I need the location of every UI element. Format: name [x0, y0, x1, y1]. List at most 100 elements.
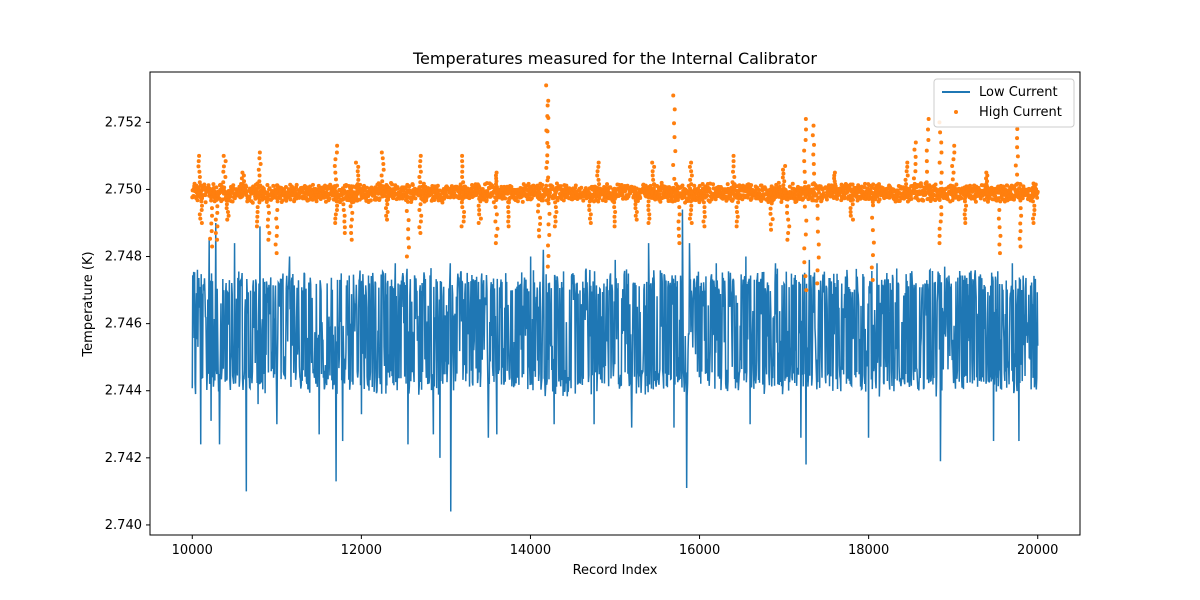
- high-current-point: [689, 173, 694, 178]
- high-current-point: [495, 226, 500, 231]
- high-current-point: [651, 177, 656, 182]
- high-current-point: [477, 212, 482, 217]
- high-current-point: [802, 246, 807, 251]
- high-current-point: [494, 212, 499, 217]
- high-current-point: [537, 190, 542, 195]
- high-current-point: [676, 233, 681, 238]
- high-current-point: [561, 198, 566, 203]
- high-current-point: [419, 213, 424, 218]
- high-current-point: [649, 190, 654, 195]
- high-current-point: [913, 169, 918, 174]
- high-current-point: [816, 255, 821, 260]
- high-current-point: [356, 164, 361, 169]
- high-current-point: [950, 184, 955, 189]
- high-current-point: [266, 210, 271, 215]
- high-current-point: [546, 243, 551, 248]
- high-current-point: [199, 199, 204, 204]
- high-current-point: [208, 236, 213, 241]
- series-high-current: [190, 83, 1040, 293]
- high-current-point: [413, 196, 418, 201]
- high-current-point: [332, 184, 337, 189]
- high-current-point: [385, 217, 390, 222]
- high-current-point: [545, 160, 550, 165]
- high-current-point: [811, 152, 816, 157]
- high-current-point: [588, 216, 592, 221]
- high-current-point: [514, 195, 519, 200]
- high-current-point: [384, 198, 389, 203]
- high-current-point: [254, 224, 259, 229]
- high-current-point: [1035, 195, 1040, 200]
- high-current-point: [274, 216, 279, 221]
- high-current-point: [677, 241, 682, 246]
- x-tick-label: 14000: [510, 543, 551, 558]
- high-current-point: [380, 179, 385, 184]
- y-axis-label: Temperature (K): [81, 251, 96, 357]
- high-current-point: [620, 193, 625, 198]
- high-current-point: [671, 162, 676, 167]
- high-current-point: [815, 216, 820, 221]
- high-current-point: [736, 190, 741, 195]
- high-current-point: [323, 183, 327, 188]
- high-current-point: [283, 184, 288, 189]
- high-current-point: [462, 195, 467, 200]
- high-current-point: [951, 170, 956, 175]
- high-current-point: [381, 190, 386, 195]
- high-current-point: [786, 217, 791, 222]
- high-current-point: [460, 185, 465, 190]
- high-current-point: [508, 195, 513, 200]
- high-current-point: [257, 185, 262, 190]
- high-current-point: [790, 181, 795, 186]
- high-current-point: [355, 186, 360, 191]
- high-current-point: [288, 197, 293, 202]
- high-current-point: [224, 206, 229, 211]
- high-current-point: [275, 199, 280, 204]
- high-current-point: [963, 208, 968, 213]
- high-current-point: [687, 164, 692, 169]
- high-current-point: [689, 169, 694, 174]
- high-current-point: [240, 170, 245, 175]
- high-current-point: [334, 150, 339, 155]
- high-current-point: [266, 204, 271, 209]
- high-current-point: [786, 231, 791, 236]
- high-current-point: [379, 173, 384, 178]
- high-current-point: [963, 216, 968, 221]
- high-current-point: [586, 190, 591, 195]
- high-current-point: [926, 138, 931, 143]
- high-current-point: [869, 265, 874, 270]
- high-current-point: [221, 190, 226, 195]
- high-current-point: [255, 205, 260, 210]
- legend-swatch-high-current: [954, 110, 958, 114]
- high-current-point: [273, 190, 278, 195]
- high-current-point: [459, 200, 464, 205]
- high-current-point: [692, 183, 697, 188]
- high-current-point: [544, 165, 549, 170]
- high-current-point: [503, 196, 508, 201]
- high-current-point: [308, 184, 313, 189]
- high-current-point: [645, 190, 650, 195]
- high-current-point: [271, 183, 276, 188]
- high-current-point: [633, 198, 638, 203]
- high-current-point: [626, 194, 631, 199]
- high-current-point: [997, 208, 1002, 213]
- high-current-point: [677, 212, 682, 217]
- high-current-point: [596, 199, 601, 204]
- high-current-point: [730, 180, 735, 185]
- high-current-point: [768, 222, 773, 227]
- high-current-point: [294, 182, 299, 187]
- high-current-point: [939, 205, 944, 210]
- high-current-point: [418, 169, 423, 174]
- high-current-point: [937, 241, 942, 246]
- high-current-point: [933, 182, 938, 187]
- high-current-point: [350, 210, 355, 215]
- high-current-point: [385, 202, 390, 207]
- high-current-point: [376, 191, 381, 196]
- high-current-point: [964, 203, 969, 208]
- high-current-point: [419, 196, 424, 201]
- high-current-point: [702, 214, 707, 219]
- high-current-point: [680, 183, 685, 188]
- high-current-point: [507, 190, 512, 195]
- high-current-point: [781, 183, 786, 188]
- high-current-point: [255, 219, 260, 224]
- high-current-point: [587, 208, 592, 213]
- high-current-point: [812, 181, 817, 186]
